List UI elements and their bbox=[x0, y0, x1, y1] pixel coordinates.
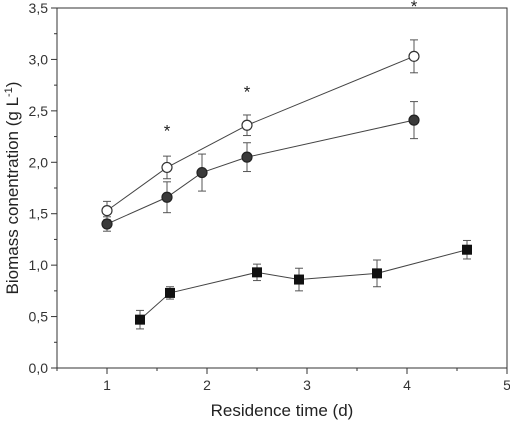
series-filled-circle bbox=[101, 101, 420, 232]
data-point-circle bbox=[408, 114, 420, 126]
data-point-square bbox=[252, 267, 262, 278]
y-tick-label: 2,5 bbox=[29, 103, 49, 119]
plot-frame bbox=[56, 7, 508, 369]
x-tick-label: 1 bbox=[103, 377, 111, 393]
y-axis-title: Biomass conentration (g L-1) bbox=[3, 82, 22, 295]
series-open-circle bbox=[101, 39, 420, 221]
data-point-circle bbox=[161, 161, 173, 174]
series-line bbox=[106, 55, 415, 212]
data-point-square bbox=[165, 287, 175, 298]
data-point-square bbox=[462, 244, 472, 255]
data-point-square bbox=[372, 268, 382, 279]
data-point-square bbox=[294, 274, 304, 285]
x-tick-label: 3 bbox=[303, 377, 311, 393]
significance-mark: * bbox=[164, 122, 171, 141]
x-axis-title: Residence time (d) bbox=[211, 401, 354, 420]
data-point-circle bbox=[101, 218, 113, 230]
y-tick-label: 2,0 bbox=[29, 154, 49, 170]
y-axis-title-sup: -1 bbox=[3, 87, 15, 97]
series-line bbox=[139, 249, 468, 321]
series-layer bbox=[101, 39, 472, 330]
x-tick-label: 5 bbox=[503, 377, 510, 393]
data-point-circle bbox=[408, 50, 420, 62]
y-axis-title-main: Biomass conentration (g L bbox=[3, 97, 22, 295]
significance-mark: * bbox=[411, 0, 418, 16]
data-point-circle bbox=[161, 191, 173, 203]
y-tick-label: 0,0 bbox=[29, 360, 49, 376]
y-tick-label: 1,5 bbox=[29, 206, 49, 222]
data-point-circle bbox=[101, 205, 113, 217]
plot-axes: 1 2 3 4 5 0,0 0,5 1,0 1,5 2,0 2,5 3,0 3,5 bbox=[29, 0, 510, 393]
series-filled-square bbox=[135, 239, 472, 330]
data-point-circle bbox=[241, 119, 253, 131]
data-point-circle bbox=[196, 166, 208, 179]
y-tick-label: 3,5 bbox=[29, 0, 49, 16]
x-tick-label: 4 bbox=[403, 377, 411, 393]
y-tick-label: 0,5 bbox=[29, 309, 49, 325]
series-line bbox=[106, 119, 415, 225]
y-tick-label: 1,0 bbox=[29, 257, 49, 273]
annotation-layer: * * * bbox=[164, 0, 418, 141]
data-point-square bbox=[135, 314, 145, 325]
y-axis-title-close: ) bbox=[3, 82, 22, 88]
x-tick-label: 2 bbox=[203, 377, 211, 393]
significance-mark: * bbox=[244, 82, 251, 101]
data-point-circle bbox=[241, 151, 253, 163]
y-tick-label: 3,0 bbox=[29, 51, 49, 67]
